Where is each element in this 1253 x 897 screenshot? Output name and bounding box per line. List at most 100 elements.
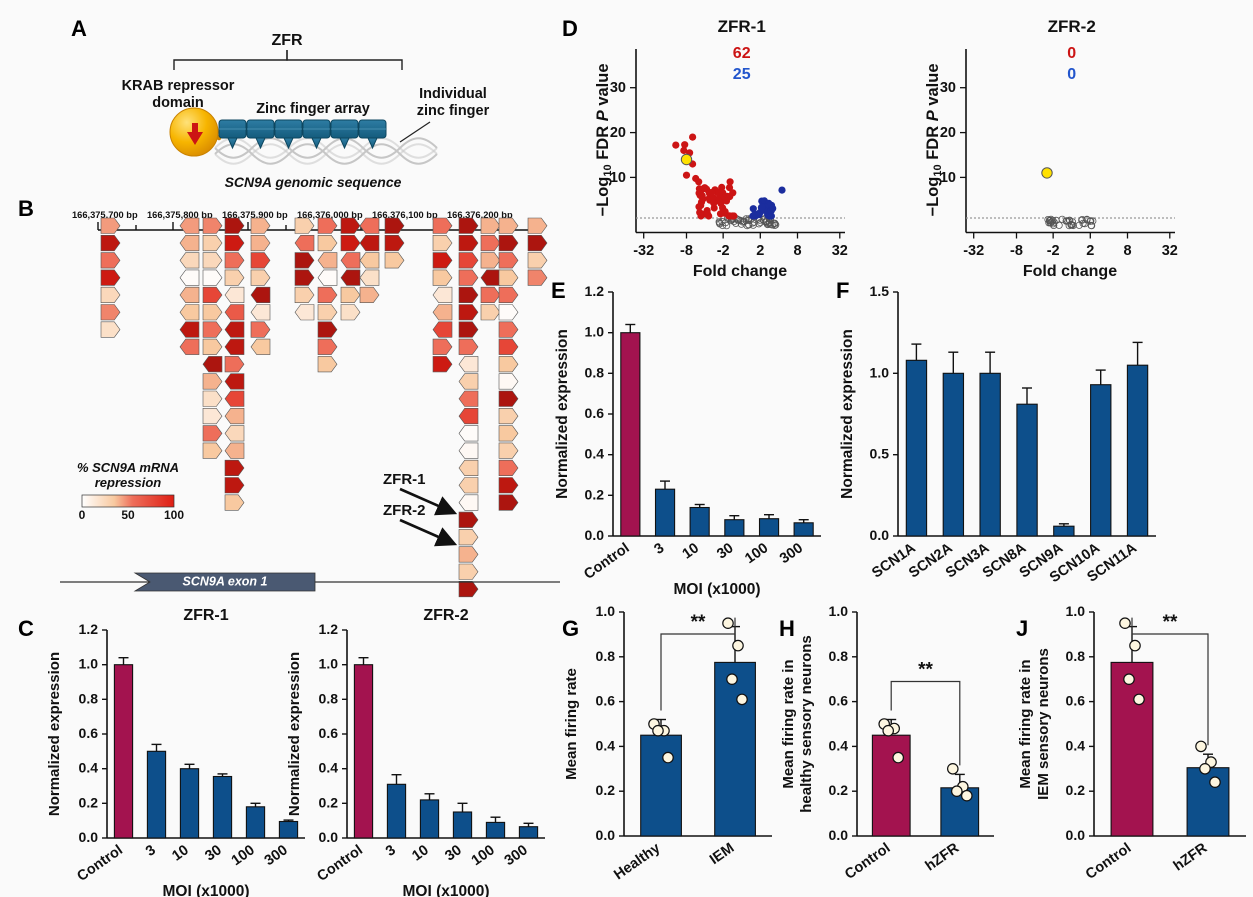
svg-text:Mean firing rate in: Mean firing rate in [1017,659,1034,788]
svg-text:30: 30 [442,842,464,864]
svg-text:ZFR-1: ZFR-1 [718,17,766,36]
svg-text:30: 30 [940,80,956,96]
svg-text:0.6: 0.6 [79,725,99,741]
svg-text:10: 10 [169,842,191,864]
svg-text:0: 0 [1067,66,1076,83]
svg-text:3: 3 [651,540,667,558]
svg-text:Normalized expression: Normalized expression [286,652,303,816]
svg-text:ZFR-2: ZFR-2 [383,502,426,519]
svg-text:0.0: 0.0 [585,527,605,543]
svg-text:100: 100 [742,540,771,567]
svg-text:3: 3 [383,842,399,860]
svg-text:8: 8 [793,243,801,259]
svg-text:hZFR: hZFR [1171,840,1211,875]
svg-text:SCN9A genomic sequence: SCN9A genomic sequence [225,174,402,190]
svg-text:25: 25 [733,66,751,83]
svg-text:0.0: 0.0 [79,829,99,845]
svg-text:2: 2 [756,243,764,259]
svg-text:-32: -32 [963,243,984,259]
svg-text:0.8: 0.8 [1066,648,1086,664]
svg-text:Individual: Individual [419,86,487,102]
svg-text:32: 32 [832,243,848,259]
svg-text:MOI (x1000): MOI (x1000) [402,883,489,897]
svg-text:10: 10 [940,170,956,186]
svg-text:1.0: 1.0 [585,324,605,340]
svg-text:hZFR: hZFR [923,840,963,875]
svg-text:0.0: 0.0 [870,527,890,543]
svg-text:0.0: 0.0 [1066,827,1086,843]
svg-text:Control: Control [1083,840,1134,883]
svg-text:1.0: 1.0 [829,603,849,619]
svg-text:-8: -8 [1010,243,1023,259]
svg-text:MOI (x1000): MOI (x1000) [162,883,249,897]
svg-text:-32: -32 [633,243,654,259]
svg-text:0.6: 0.6 [1066,693,1086,709]
svg-text:0.2: 0.2 [829,782,849,798]
svg-text:**: ** [691,612,706,633]
svg-text:zinc finger: zinc finger [417,103,490,119]
svg-text:Healthy: Healthy [611,840,663,883]
svg-text:Control: Control [74,842,125,885]
svg-text:ZFR-1: ZFR-1 [183,607,228,624]
svg-text:Mean firing rate in: Mean firing rate in [780,659,797,788]
svg-text:IEM: IEM [707,840,737,868]
svg-text:-8: -8 [680,243,693,259]
svg-text:ZFR: ZFR [271,32,303,49]
svg-text:0.4: 0.4 [79,760,99,776]
svg-text:1.0: 1.0 [870,364,890,380]
svg-text:0.8: 0.8 [829,648,849,664]
svg-text:**: ** [1163,612,1178,633]
svg-text:Control: Control [842,840,893,883]
svg-text:**: ** [918,660,933,681]
svg-text:healthy sensory neurons: healthy sensory neurons [798,635,815,813]
svg-text:0.8: 0.8 [319,690,339,706]
svg-text:0.8: 0.8 [585,364,605,380]
svg-text:300: 300 [502,842,531,869]
svg-text:0.4: 0.4 [596,737,616,753]
svg-text:0.4: 0.4 [829,737,849,753]
svg-text:0.6: 0.6 [829,693,849,709]
svg-text:20: 20 [940,125,956,141]
svg-text:0.6: 0.6 [596,693,616,709]
svg-text:repression: repression [95,475,162,490]
svg-text:0.2: 0.2 [585,486,605,502]
svg-text:Normalized expression: Normalized expression [554,329,571,499]
svg-text:1.5: 1.5 [870,283,890,299]
svg-text:1.2: 1.2 [585,283,605,299]
svg-text:10: 10 [409,842,431,864]
svg-text:-2: -2 [1047,243,1060,259]
svg-text:50: 50 [121,508,135,522]
svg-text:100: 100 [229,842,258,869]
svg-text:0.2: 0.2 [79,794,99,810]
svg-text:166,376,100 bp: 166,376,100 bp [372,210,438,220]
svg-text:0.2: 0.2 [596,782,616,798]
svg-text:1.2: 1.2 [319,621,339,637]
svg-text:SCN9A exon 1: SCN9A exon 1 [183,575,268,589]
svg-text:Mean firing rate: Mean firing rate [563,668,580,780]
svg-text:0.8: 0.8 [79,690,99,706]
svg-text:300: 300 [777,540,806,567]
svg-text:KRAB repressor: KRAB repressor [122,78,235,94]
svg-text:62: 62 [733,45,751,62]
svg-text:0.6: 0.6 [585,405,605,421]
svg-text:0.0: 0.0 [319,829,339,845]
svg-text:ZFR-1: ZFR-1 [383,471,426,488]
svg-text:−Log10 FDR P value: −Log10 FDR P value [594,63,614,216]
svg-text:0.4: 0.4 [319,760,339,776]
svg-text:30: 30 [610,80,626,96]
svg-text:0.4: 0.4 [1066,737,1086,753]
svg-text:0.2: 0.2 [319,794,339,810]
svg-text:100: 100 [469,842,498,869]
svg-text:2: 2 [1086,243,1094,259]
svg-text:3: 3 [143,842,159,860]
svg-text:0.2: 0.2 [1066,782,1086,798]
svg-text:ZFR-2: ZFR-2 [1048,17,1096,36]
svg-text:IEM sensory neurons: IEM sensory neurons [1035,648,1052,800]
svg-text:Normalized expression: Normalized expression [46,652,63,816]
svg-text:10: 10 [680,540,702,562]
svg-text:-2: -2 [717,243,730,259]
svg-text:100: 100 [164,508,184,522]
svg-text:Zinc finger array: Zinc finger array [256,101,370,117]
svg-text:0.5: 0.5 [870,446,890,462]
svg-text:1.0: 1.0 [596,603,616,619]
